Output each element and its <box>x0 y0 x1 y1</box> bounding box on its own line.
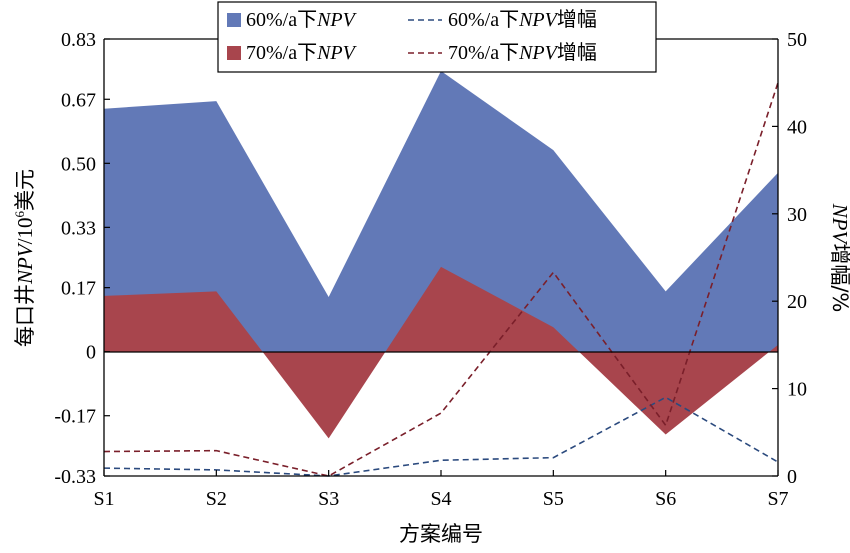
legend-box <box>217 1 657 73</box>
right-tick-label: 30 <box>787 204 807 226</box>
left-tick-label: -0.17 <box>54 406 96 428</box>
line-series-layer <box>103 82 779 477</box>
left-tick-label: 0.33 <box>61 217 96 239</box>
x-tick-label: S6 <box>655 488 676 510</box>
left-axis-title: 每口井NPV/106美元 <box>12 169 37 347</box>
x-tick-label: S1 <box>93 488 114 510</box>
legend-item-npv60: 60%/a下NPV <box>227 9 358 31</box>
right-tick-label: 10 <box>787 379 807 401</box>
legend-swatch-npv70 <box>227 46 241 60</box>
area-npv60 <box>104 71 778 352</box>
right-axis-title: NPV增幅/% <box>828 203 850 313</box>
x-tick-label: S3 <box>318 488 339 510</box>
legend-item-inc60: 60%/a下NPV增幅 <box>408 8 597 31</box>
legend-label-inc70: 70%/a下NPV增幅 <box>448 41 597 64</box>
legend-label-inc60: 60%/a下NPV增幅 <box>448 8 597 31</box>
right-tick-label: 20 <box>787 291 807 313</box>
legend-item-inc70: 70%/a下NPV增幅 <box>408 41 597 64</box>
legend-item-npv70: 70%/a下NPV <box>227 42 358 64</box>
legend: 60%/a下NPV 70%/a下NPV 60%/a下NPV增幅 70%/a下NP… <box>217 1 657 73</box>
legend-swatch-npv60 <box>227 13 241 27</box>
x-tick-label: S2 <box>206 488 227 510</box>
legend-label-npv70: 70%/a下NPV <box>246 42 358 64</box>
left-tick-label: 0.17 <box>61 278 96 300</box>
x-axis-title: 方案编号 <box>399 522 483 546</box>
x-tick-label: S5 <box>543 488 564 510</box>
area-series-layer <box>104 71 778 439</box>
left-tick-label: 0.50 <box>61 153 96 175</box>
legend-label-npv60: 60%/a下NPV <box>246 9 358 31</box>
right-tick-label: 0 <box>787 466 797 488</box>
left-tick-label: -0.33 <box>54 466 96 488</box>
line-inc70 <box>103 82 779 477</box>
left-tick-label: 0 <box>86 342 96 364</box>
line-inc60 <box>103 396 779 477</box>
right-tick-label: 50 <box>787 29 807 51</box>
x-tick-label: S4 <box>430 488 451 510</box>
left-tick-label: 0.67 <box>61 89 96 111</box>
tick-layer: 0.83 0.67 0.50 0.33 0.17 0 -0.17 -0.33 50 40 30 20 1… <box>54 29 807 510</box>
left-tick-label: 0.83 <box>61 29 96 51</box>
right-tick-label: 40 <box>787 116 807 138</box>
x-tick-label: S7 <box>767 488 788 510</box>
